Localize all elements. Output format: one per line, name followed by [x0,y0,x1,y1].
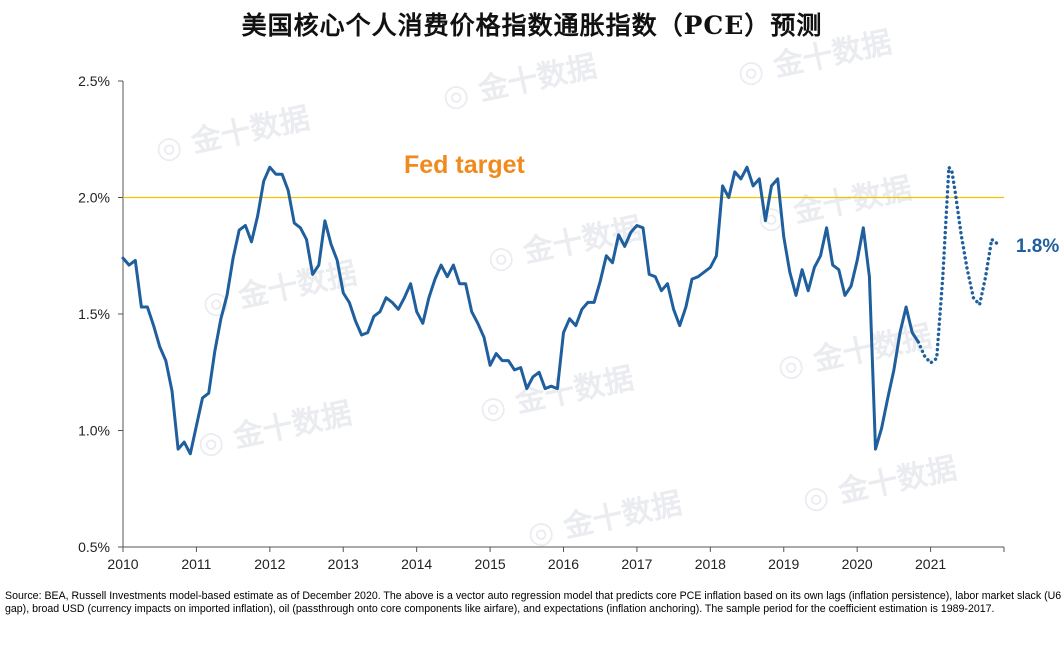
x-tick-label: 2016 [548,556,579,572]
actual-series-line [121,165,920,456]
x-tick-label: 2020 [842,556,873,572]
x-tick-label: 2021 [915,556,946,572]
x-tick-label: 2014 [401,556,432,572]
watermark-text: ◎ 金十数据 [194,396,354,463]
x-tick-label: 2012 [254,556,285,572]
watermark-text: ◎ 金十数据 [524,486,684,553]
watermark-text: ◎ 金十数据 [439,49,599,116]
series-layer [121,165,1000,456]
x-tick-label: 2010 [107,556,138,572]
pce-line-chart: ◎ 金十数据 ◎ 金十数据 ◎ 金十数据 ◎ 金十数据 ◎ 金十数据 ◎ 金十数据 ◎ 金十… [78,25,1059,572]
forecast-end-label: 1.8% [1016,236,1059,257]
watermark-text: ◎ 金十数据 [484,211,644,278]
x-axis: 2010 2011 2012 2013 2014 2015 2016 2017 2018 2019… [107,546,1005,572]
x-tick-label: 2018 [695,556,726,572]
x-tick-label: 2011 [181,556,211,572]
y-tick-label: 1.5% [78,306,110,322]
watermark-text: ◎ 金十数据 [152,101,312,168]
chart-title: 美国核心个人消费价格指数通胀指数（PCE）预测 [241,11,823,40]
fed-target-label: Fed target [404,151,526,179]
watermark-text: ◎ 金十数据 [476,361,636,428]
y-tick-label: 0.5% [78,539,110,555]
x-tick-label: 2015 [475,556,506,572]
y-tick-label: 2.5% [78,73,110,89]
x-tick-label: 2017 [621,556,652,572]
watermark-text: ◎ 金十数据 [799,451,959,518]
x-tick-label: 2019 [768,556,799,572]
y-tick-label: 1.0% [78,423,110,439]
source-note: Source: BEA, Russell Investments model-b… [5,590,1062,615]
watermark-text: ◎ 金十数据 [734,25,894,92]
forecast-series-line [916,165,1000,365]
watermark-layer: ◎ 金十数据 ◎ 金十数据 ◎ 金十数据 ◎ 金十数据 ◎ 金十数据 ◎ 金十数据 ◎ 金十… [152,25,959,553]
y-axis: 0.5% 1.0% 1.5% 2.0% 2.5% [78,73,124,555]
x-tick-label: 2013 [328,556,359,572]
y-tick-label: 2.0% [78,190,110,206]
